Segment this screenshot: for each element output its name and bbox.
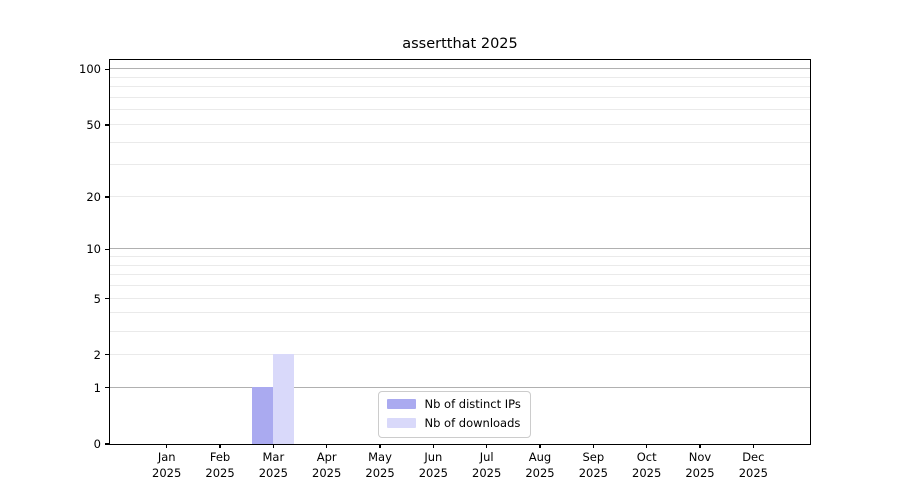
gridline-minor — [109, 330, 810, 332]
legend-label-distinct-ips: Nb of distinct IPs — [424, 396, 521, 411]
x-tick — [219, 444, 221, 448]
gridline-minor — [109, 297, 810, 299]
gridline-minor — [109, 109, 810, 111]
x-tick-label: Sep 2025 — [578, 450, 608, 480]
plot-area: Nb of distinct IPs Nb of downloads — [108, 58, 811, 445]
y-tick-label: 20 — [86, 189, 101, 204]
gridline-minor — [109, 141, 810, 143]
legend: Nb of distinct IPs Nb of downloads — [377, 390, 531, 438]
x-tick — [592, 444, 594, 448]
gridline-minor — [109, 164, 810, 166]
x-tick-label: Dec 2025 — [738, 450, 768, 480]
legend-label-downloads: Nb of downloads — [424, 415, 521, 430]
bar-downloads — [272, 354, 295, 444]
gridline-minor — [109, 123, 810, 125]
gridline-minor — [109, 86, 810, 88]
y-tick-label: 1 — [93, 380, 101, 395]
x-tick-label: Oct 2025 — [632, 450, 662, 480]
x-tick-label: Mar 2025 — [258, 450, 288, 480]
x-tick-label: Jun 2025 — [418, 450, 448, 480]
x-tick — [539, 444, 541, 448]
y-tick — [104, 387, 109, 389]
y-tick-label: 100 — [79, 62, 101, 77]
gridline-minor — [109, 195, 810, 197]
gridline-major — [109, 68, 810, 70]
x-tick-label: May 2025 — [365, 450, 395, 480]
x-tick-label: Aug 2025 — [525, 450, 555, 480]
gridline-minor — [109, 97, 810, 99]
gridline-minor — [109, 312, 810, 314]
gridline-major — [109, 248, 810, 250]
x-tick — [699, 444, 701, 448]
y-tick-label: 5 — [93, 291, 101, 306]
bar-distinct-ips — [251, 387, 273, 444]
gridline-major — [109, 386, 810, 388]
x-tick — [272, 444, 274, 448]
x-tick-label: Jul 2025 — [472, 450, 502, 480]
gridline-minor — [109, 285, 810, 287]
distinct-ips-swatch — [386, 399, 416, 409]
x-tick — [486, 444, 488, 448]
y-tick — [104, 68, 109, 71]
y-tick — [104, 124, 109, 126]
legend-row-distinct-ips: Nb of distinct IPs — [386, 396, 521, 411]
gridline-minor — [109, 256, 810, 258]
y-tick — [104, 297, 109, 300]
y-tick — [104, 248, 109, 250]
y-tick-label: 2 — [93, 347, 101, 362]
x-tick — [646, 444, 648, 448]
legend-row-downloads: Nb of downloads — [386, 415, 521, 430]
x-tick-label: Nov 2025 — [685, 450, 715, 480]
downloads-swatch — [386, 418, 416, 428]
gridline-minor — [109, 76, 810, 78]
x-tick — [379, 444, 381, 448]
x-tick-label: Jan 2025 — [152, 450, 182, 480]
y-tick — [104, 443, 109, 445]
chart-title: assertthat 2025 — [402, 36, 518, 52]
x-tick — [432, 444, 434, 448]
x-tick — [752, 444, 754, 448]
gridline-minor — [109, 274, 810, 276]
x-tick-label: Apr 2025 — [312, 450, 342, 480]
gridline-minor — [109, 353, 810, 355]
y-tick — [104, 196, 109, 198]
y-tick — [104, 354, 109, 356]
y-tick-label: 50 — [86, 117, 101, 132]
x-tick — [326, 444, 328, 448]
x-tick-label: Feb 2025 — [205, 450, 235, 480]
y-tick-label: 10 — [86, 242, 101, 257]
x-tick — [166, 444, 168, 448]
y-tick-label: 0 — [93, 437, 101, 451]
gridline-minor — [109, 264, 810, 266]
